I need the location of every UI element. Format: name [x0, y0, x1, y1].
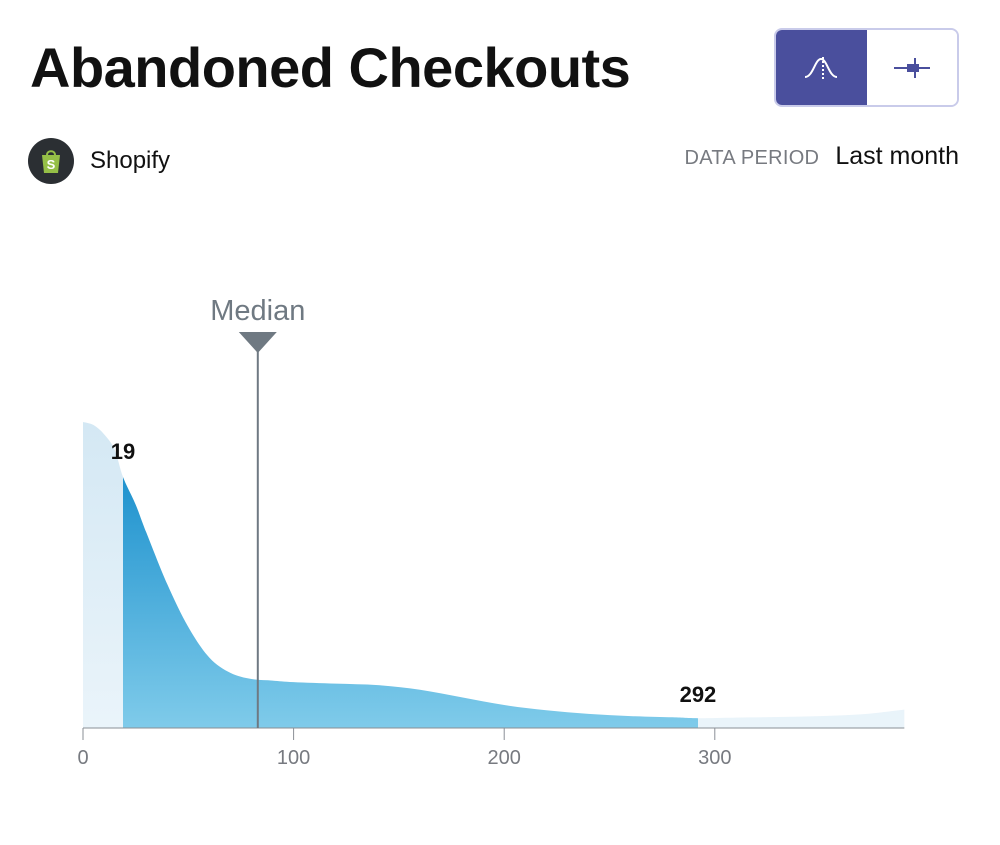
distribution-curve-icon [804, 56, 838, 79]
x-tick-label: 300 [698, 747, 731, 769]
data-period: DATA PERIOD Last month [685, 142, 960, 171]
range-view-button[interactable] [866, 30, 957, 105]
data-period-label: DATA PERIOD [684, 147, 820, 169]
distribution-area-range [123, 477, 698, 728]
distribution-area-above-range [697, 709, 905, 728]
shopify-bag-icon: S [28, 138, 74, 184]
x-tick-label: 200 [488, 747, 521, 769]
range-low-label: 19 [111, 439, 135, 464]
page-title: Abandoned Checkouts [30, 36, 631, 99]
data-period-value[interactable]: Last month [835, 142, 959, 170]
median-marker [238, 332, 277, 353]
median-label: Median [210, 295, 305, 327]
distribution-area-below-range [83, 422, 124, 728]
x-tick-label: 100 [277, 747, 310, 769]
source-name: Shopify [90, 147, 171, 174]
view-toggle [774, 28, 959, 107]
range-high-label: 292 [680, 682, 717, 707]
distribution-chart: 0 100 200 300 Median 19 292 [77, 295, 905, 769]
x-tick-label: 0 [77, 747, 88, 769]
distribution-view-button[interactable] [776, 30, 867, 105]
range-bar-icon [893, 57, 930, 78]
data-source: S Shopify [28, 138, 170, 184]
svg-text:S: S [47, 157, 56, 172]
